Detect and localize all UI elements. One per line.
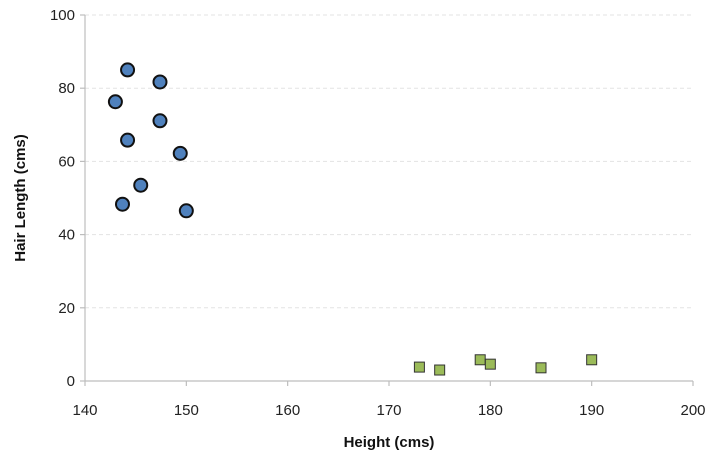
x-tick-label: 190 — [579, 402, 604, 419]
data-point-circle — [107, 94, 123, 110]
y-tick-label: 0 — [67, 373, 75, 390]
data-point-circle — [133, 177, 149, 193]
y-tick-label: 100 — [50, 7, 75, 24]
x-tick-label: 140 — [72, 402, 97, 419]
y-axis-title: Hair Length (cms) — [12, 134, 29, 262]
axes — [84, 15, 693, 382]
data-point-circle — [172, 145, 188, 161]
data-point-circle — [178, 203, 194, 219]
x-tick-label: 180 — [478, 402, 503, 419]
data-point-circle — [120, 62, 136, 78]
x-axis-title: Height (cms) — [344, 434, 435, 451]
y-tick-label: 20 — [58, 300, 75, 317]
tick-labels: 0 20 40 60 80 100 140 150 160 170 180 190 200 — [50, 7, 706, 419]
data-point-square — [434, 364, 446, 376]
data-point-circle — [120, 132, 136, 148]
data-point-square — [484, 358, 496, 370]
data-point-square — [413, 361, 425, 373]
y-tick-label: 40 — [58, 227, 75, 244]
y-tick-label: 60 — [58, 153, 75, 170]
data-point-square — [535, 362, 547, 374]
data-point-circle — [114, 196, 130, 212]
y-tick-label: 80 — [58, 80, 75, 97]
gridlines — [85, 14, 693, 309]
data-point-square — [586, 354, 598, 366]
data-point-square — [474, 354, 486, 366]
x-tick-label: 150 — [174, 402, 199, 419]
x-tick-label: 200 — [680, 402, 705, 419]
x-tick-label: 160 — [275, 402, 300, 419]
data-points — [107, 62, 598, 376]
x-tick-label: 170 — [376, 402, 401, 419]
data-point-circle — [152, 113, 168, 129]
data-point-circle — [152, 74, 168, 90]
